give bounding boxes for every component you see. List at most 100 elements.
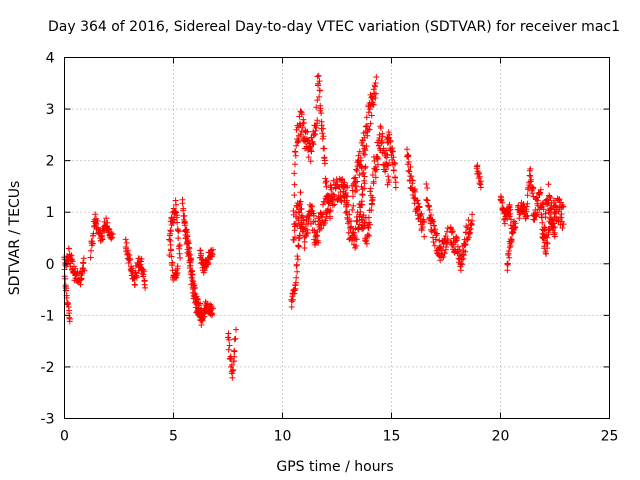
- data-point: [193, 299, 200, 306]
- data-point: [305, 216, 312, 222]
- grid-lines: [64, 57, 610, 419]
- data-point: [560, 203, 567, 210]
- data-point: [419, 224, 426, 230]
- data-point: [167, 247, 174, 254]
- data-point: [546, 193, 553, 200]
- data-point: [404, 146, 410, 153]
- data-point: [523, 203, 530, 210]
- data-point: [389, 148, 396, 155]
- data-point: [507, 206, 514, 213]
- data-point: [390, 154, 397, 161]
- data-point: [425, 202, 432, 209]
- data-point: [339, 176, 346, 182]
- data-point: [356, 221, 363, 228]
- data-point: [305, 137, 312, 144]
- x-tick-label: 10: [274, 429, 292, 445]
- data-point: [106, 226, 113, 233]
- data-point: [313, 124, 320, 131]
- data-point: [298, 111, 305, 118]
- data-point: [524, 192, 531, 199]
- data-point: [366, 126, 373, 133]
- data-point: [141, 268, 148, 275]
- data-point: [288, 298, 295, 305]
- data-point: [62, 275, 69, 282]
- data-point: [385, 129, 392, 136]
- data-point: [87, 254, 94, 261]
- data-point: [462, 241, 469, 248]
- data-point: [294, 268, 301, 275]
- data-point: [441, 250, 448, 256]
- data-point: [188, 256, 195, 263]
- data-point: [418, 210, 425, 217]
- data-point: [412, 188, 419, 195]
- data-point: [363, 114, 370, 121]
- data-point: [167, 228, 174, 235]
- data-point: [383, 154, 390, 161]
- data-point: [540, 227, 547, 234]
- data-point: [80, 255, 87, 262]
- data-point: [391, 161, 398, 167]
- data-point: [537, 189, 543, 196]
- data-point: [415, 200, 422, 207]
- data-point: [372, 90, 379, 97]
- data-point: [392, 179, 399, 186]
- data-point: [122, 236, 129, 243]
- data-point: [387, 137, 394, 144]
- data-point: [290, 296, 296, 303]
- y-axis-label: SDTVAR / TECUs: [7, 181, 23, 296]
- data-point: [169, 260, 176, 266]
- data-point: [298, 205, 305, 212]
- data-point: [354, 178, 361, 185]
- data-point: [423, 181, 430, 187]
- data-point: [476, 173, 483, 180]
- data-point: [123, 239, 130, 246]
- data-point: [129, 267, 136, 274]
- data-point: [405, 167, 412, 174]
- data-point: [424, 185, 431, 191]
- y-tick-label: -2: [41, 360, 55, 376]
- data-point: [361, 173, 368, 180]
- data-point: [359, 226, 366, 233]
- data-point: [88, 247, 94, 254]
- data-point: [170, 217, 177, 224]
- data-point: [81, 267, 88, 274]
- data-point: [506, 201, 513, 208]
- data-point: [296, 243, 302, 250]
- y-tick-label: 2: [46, 154, 55, 170]
- data-point: [201, 265, 208, 272]
- data-point: [291, 286, 298, 293]
- data-point: [80, 260, 87, 267]
- data-point: [474, 162, 481, 169]
- data-point: [182, 222, 188, 229]
- data-point: [297, 131, 304, 138]
- data-point: [229, 362, 235, 368]
- data-point: [103, 215, 110, 222]
- data-point: [499, 199, 506, 206]
- data-point: [65, 245, 72, 252]
- data-point: [198, 252, 204, 259]
- data-point: [296, 201, 303, 208]
- data-point: [362, 147, 369, 154]
- data-point: [551, 233, 558, 240]
- data-point: [469, 217, 476, 224]
- data-point: [374, 161, 381, 168]
- data-point: [500, 216, 507, 223]
- chart-title: Day 364 of 2016, Sidereal Day-to-day VTE…: [48, 19, 620, 35]
- data-point: [296, 209, 303, 216]
- data-point: [321, 198, 328, 205]
- data-point: [343, 197, 350, 204]
- data-point: [353, 214, 360, 220]
- data-point: [321, 160, 328, 167]
- data-point: [297, 189, 304, 196]
- data-point: [92, 211, 99, 218]
- data-point: [180, 205, 187, 212]
- data-point: [538, 214, 545, 221]
- data-point: [364, 231, 371, 238]
- data-point: [360, 169, 367, 176]
- data-point: [359, 142, 366, 149]
- data-point: [504, 260, 511, 267]
- data-point: [505, 248, 512, 254]
- data-point: [301, 245, 308, 251]
- data-point: [320, 133, 327, 140]
- data-point: [104, 219, 111, 226]
